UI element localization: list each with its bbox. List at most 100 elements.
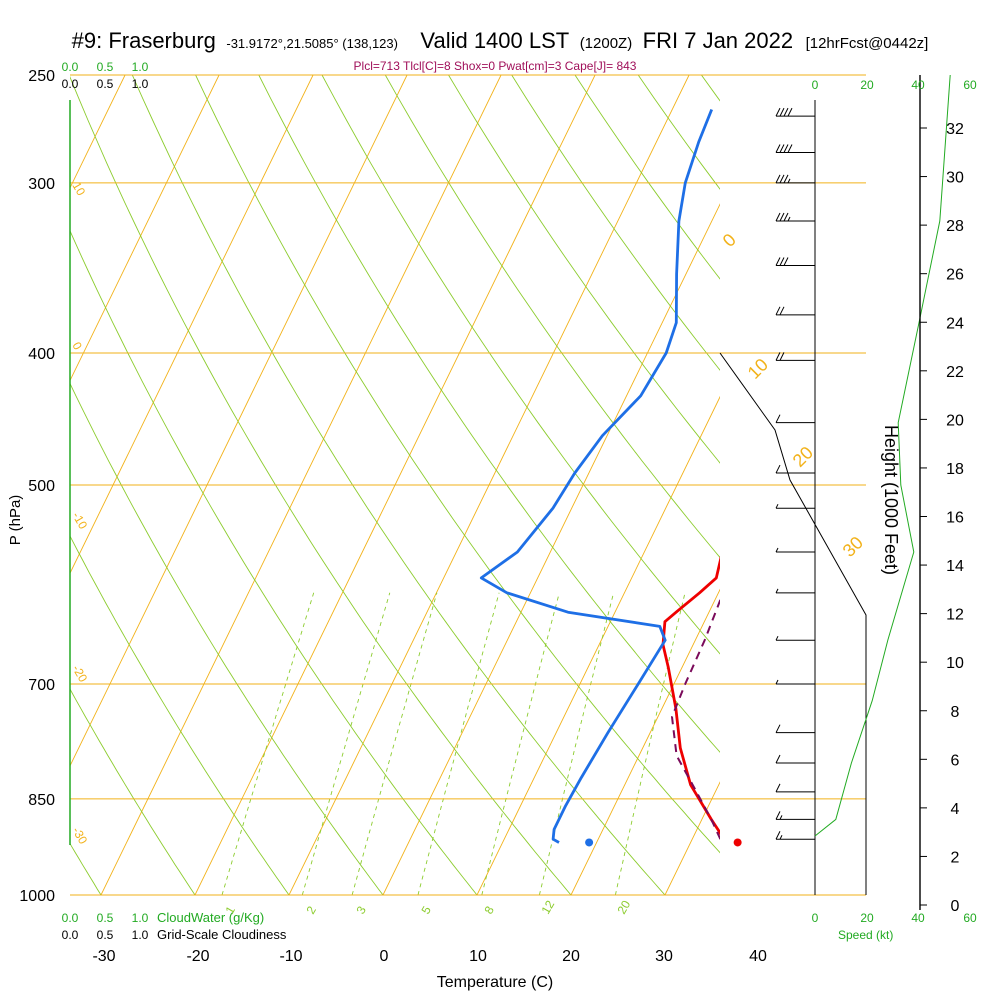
height-tick-label: 0 xyxy=(951,898,960,915)
cloudwater-tick-top: 0.5 xyxy=(97,60,114,74)
cloudwater-tick-bottom: 1.0 xyxy=(132,911,149,925)
speed-tick-bottom: 40 xyxy=(911,911,925,925)
dry-adiabat xyxy=(70,229,478,895)
mixing-ratio-line xyxy=(538,592,615,895)
x-tick-label: 30 xyxy=(655,948,673,965)
wind-barb xyxy=(775,212,815,222)
mixing-ratio-line xyxy=(417,592,500,895)
height-tick-label: 32 xyxy=(946,121,964,138)
height-tick-label: 26 xyxy=(946,267,964,284)
speed-tick-top: 40 xyxy=(911,78,925,92)
series-layer xyxy=(479,108,742,847)
cloudwater-label: CloudWater (g/Kg) xyxy=(157,910,264,925)
pressure-tick-label: 250 xyxy=(28,68,55,85)
wind-barb xyxy=(775,174,815,184)
wind-barb xyxy=(775,503,815,509)
x-tick-label: -30 xyxy=(92,948,115,965)
cloudwater-tick-bottom: 0.5 xyxy=(97,911,114,925)
title-date: FRI 7 Jan 2022 xyxy=(643,28,793,53)
cloudiness-tick-top: 0.0 xyxy=(62,77,79,91)
height-tick-label: 20 xyxy=(946,412,964,429)
cloudiness-tick-top: 1.0 xyxy=(132,77,149,91)
x-tick-label: -20 xyxy=(186,948,209,965)
title-valid: Valid 1400 LST xyxy=(420,28,569,53)
speed-tick-bottom: 60 xyxy=(963,911,977,925)
wind-barb xyxy=(775,783,815,793)
isotherm-label: -30 xyxy=(69,825,90,847)
wind-panel-boundary xyxy=(719,352,867,895)
pressure-tick-label: 850 xyxy=(28,792,55,809)
cloudiness-tick-bottom: 0.0 xyxy=(62,928,79,942)
x-tick-label: 0 xyxy=(380,948,389,965)
cloudiness-tick-top: 0.5 xyxy=(97,77,114,91)
title-coords: -31.9172°,21.5085° (138,123) xyxy=(226,36,398,51)
x-tick-label: 40 xyxy=(749,948,767,965)
wind-barb xyxy=(775,547,815,553)
title-fcst: [12hrFcst@0442z] xyxy=(806,35,929,52)
x-tick-label: -10 xyxy=(279,948,302,965)
height-axis-title: Height (1000 Feet) xyxy=(881,425,901,575)
speed-tick-top: 0 xyxy=(812,78,819,92)
x-tick-label: 10 xyxy=(469,948,487,965)
height-tick-label: 16 xyxy=(946,510,964,527)
isotherm-label: 0 xyxy=(69,340,85,353)
mixing-ratio-label: 12 xyxy=(538,898,557,917)
wind-barb xyxy=(775,754,815,764)
isotherm-line xyxy=(947,75,1000,895)
pressure-tick-label: 500 xyxy=(28,478,55,495)
surface-temperature-marker xyxy=(733,838,742,847)
dewpoint-profile xyxy=(479,108,713,844)
wind-barb xyxy=(775,306,815,316)
mixing-ratio-label: 8 xyxy=(481,903,497,916)
dry-adiabat xyxy=(384,75,720,559)
height-tick-label: 18 xyxy=(946,461,964,478)
height-tick-label: 28 xyxy=(946,218,964,235)
isotherm-label: -10 xyxy=(69,510,90,532)
wind-barb xyxy=(775,588,815,594)
isotherm-line xyxy=(0,75,31,895)
height-tick-label: 22 xyxy=(946,364,964,381)
dry-adiabat xyxy=(70,535,290,895)
wind-panel xyxy=(719,74,951,895)
dry-adiabat xyxy=(131,75,666,895)
dry-adiabat xyxy=(448,75,720,464)
height-tick-label: 8 xyxy=(951,704,960,721)
x-axis-title: Temperature (C) xyxy=(437,974,553,991)
title-utc: (1200Z) xyxy=(580,35,633,52)
speed-tick-bottom: 20 xyxy=(860,911,874,925)
dry-adiabat xyxy=(70,75,572,895)
title-station: #9: Fraserburg xyxy=(72,28,216,53)
x-tick-label: 20 xyxy=(562,948,580,965)
speed-tick-top: 60 xyxy=(963,78,977,92)
dry-adiabat-label: 0 xyxy=(719,230,740,251)
isotherm-label: 10 xyxy=(69,180,88,199)
wind-barb xyxy=(775,830,815,840)
height-tick-label: 2 xyxy=(951,849,960,866)
wind-barb xyxy=(775,257,815,267)
height-tick-label: 30 xyxy=(946,170,964,187)
mixing-ratio-label: 20 xyxy=(614,898,633,917)
wind-barb xyxy=(775,144,815,154)
wind-barb xyxy=(775,679,815,685)
mixing-ratio-line xyxy=(221,592,315,895)
mixing-ratio-label: 5 xyxy=(418,903,434,916)
dry-adiabat xyxy=(195,75,720,854)
dry-adiabat xyxy=(321,75,720,655)
height-tick-label: 4 xyxy=(951,801,960,818)
pressure-tick-label: 400 xyxy=(28,346,55,363)
wind-barb xyxy=(775,635,815,641)
height-tick-label: 6 xyxy=(951,752,960,769)
cloudwater-tick-top: 0.0 xyxy=(62,60,79,74)
isotherm-label: -20 xyxy=(69,663,90,685)
mixing-ratio-line xyxy=(481,592,560,895)
height-tick-label: 24 xyxy=(946,315,964,332)
speed-axis-label: Speed (kt) xyxy=(838,928,893,942)
temperature-profile xyxy=(661,555,720,836)
speed-tick-top: 20 xyxy=(860,78,874,92)
wind-barb xyxy=(775,107,815,117)
height-tick-label: 14 xyxy=(946,558,964,575)
mixing-ratio-label: 2 xyxy=(303,903,319,916)
mixing-ratio-label: 3 xyxy=(353,903,369,916)
